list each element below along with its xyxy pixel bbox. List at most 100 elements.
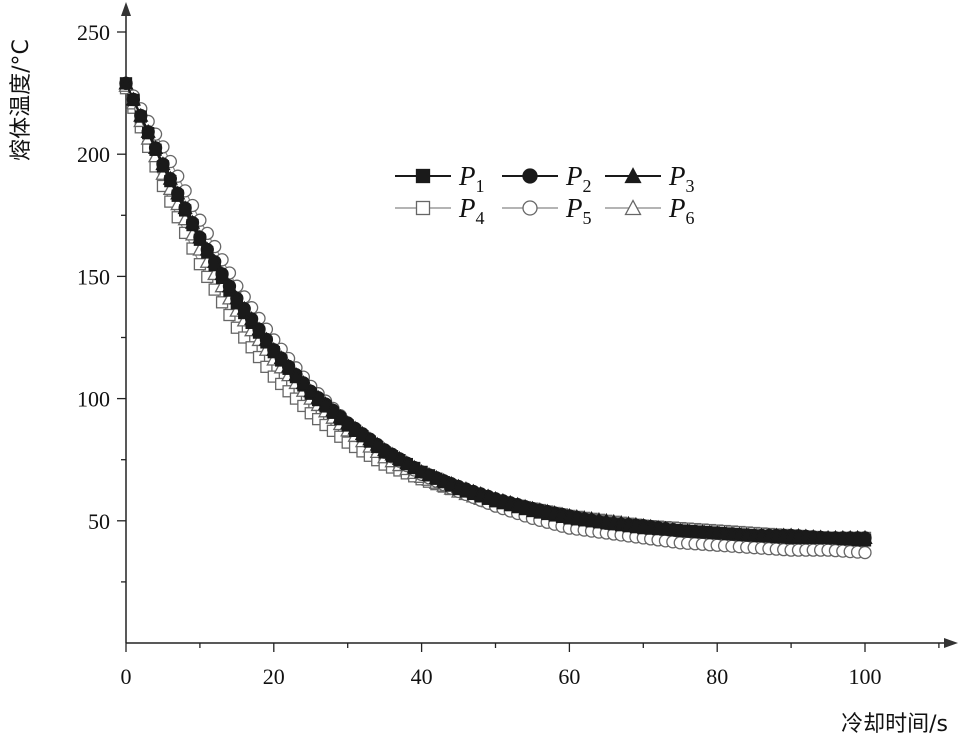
legend-label-subscript: 6 xyxy=(686,208,695,228)
data-point xyxy=(162,170,178,185)
data-point xyxy=(282,385,295,398)
data-point xyxy=(252,350,266,364)
axes xyxy=(121,2,958,648)
data-point xyxy=(147,139,164,154)
data-point xyxy=(289,392,303,405)
legend-entry-p6: P6 xyxy=(605,193,695,228)
data-point xyxy=(369,436,385,451)
y-tick-label: 50 xyxy=(88,509,110,534)
legend-entry-p2: P2 xyxy=(502,161,592,196)
data-point xyxy=(214,266,230,281)
data-point xyxy=(303,383,319,398)
legend-label-subscript: 2 xyxy=(583,176,592,196)
data-point xyxy=(133,107,149,122)
data-point xyxy=(244,311,260,326)
legend-marker xyxy=(415,168,431,184)
data-point xyxy=(288,366,304,381)
y-axis-title: 熔体温度/°C xyxy=(9,39,34,161)
data-point xyxy=(384,446,400,461)
legend-marker xyxy=(624,199,642,216)
data-point xyxy=(391,450,408,465)
data-point xyxy=(258,331,275,346)
legend-marker xyxy=(522,168,538,184)
data-point xyxy=(267,370,280,383)
data-point xyxy=(125,91,141,106)
x-tick-label: 0 xyxy=(121,664,132,689)
data-point xyxy=(421,466,437,482)
x-tick-label: 100 xyxy=(849,664,882,689)
data-point xyxy=(347,420,363,435)
data-point xyxy=(428,469,444,484)
data-point xyxy=(260,360,273,373)
series-layer xyxy=(118,75,873,560)
data-point xyxy=(317,396,334,411)
data-point xyxy=(184,214,201,229)
legend-label: P4 xyxy=(458,193,485,228)
data-point xyxy=(354,425,371,440)
legend-entry-p1: P1 xyxy=(395,161,485,196)
legend-label-main: P xyxy=(458,161,476,191)
legend-label: P5 xyxy=(565,193,592,228)
legend-label-subscript: 1 xyxy=(476,176,485,196)
data-point xyxy=(251,321,267,336)
data-point xyxy=(207,253,223,268)
data-point xyxy=(858,545,872,560)
tick-labels: 0 20 40 60 80 100 50 100 150 200 250 xyxy=(77,20,882,689)
data-point xyxy=(266,341,282,356)
data-point xyxy=(118,75,134,90)
legend-entry-p5: P5 xyxy=(502,193,592,228)
data-point xyxy=(221,278,238,293)
data-point xyxy=(245,341,258,354)
data-point xyxy=(857,530,873,545)
y-tick-label: 100 xyxy=(77,387,110,412)
data-point xyxy=(295,375,311,390)
x-tick-label: 40 xyxy=(411,664,433,689)
data-point xyxy=(170,185,186,200)
legend-label-main: P xyxy=(668,193,686,223)
data-point xyxy=(280,358,297,373)
legend-label-main: P xyxy=(458,193,476,223)
data-point xyxy=(332,408,348,423)
data-point xyxy=(199,241,215,256)
legend-marker xyxy=(522,200,538,216)
data-point xyxy=(155,156,171,171)
data-point xyxy=(236,300,252,315)
x-tick-label: 80 xyxy=(706,664,728,689)
legend-label: P1 xyxy=(458,161,485,196)
data-point xyxy=(192,229,208,244)
legend-entry-p3: P3 xyxy=(605,161,695,196)
series-p3 xyxy=(118,75,873,545)
data-point xyxy=(177,200,193,215)
data-point xyxy=(238,331,251,344)
data-point xyxy=(399,455,415,470)
legend-label-subscript: 3 xyxy=(686,176,695,196)
data-point xyxy=(297,399,310,413)
legend-label: P6 xyxy=(668,193,695,228)
data-point xyxy=(443,475,459,490)
x-axis-title: 冷却时间/s xyxy=(841,712,948,737)
legend-label-main: P xyxy=(565,161,583,191)
data-point xyxy=(230,321,244,334)
data-point xyxy=(275,377,288,391)
legend-label: P2 xyxy=(565,161,592,196)
data-point xyxy=(377,442,393,457)
data-point xyxy=(436,472,452,487)
y-tick-label: 250 xyxy=(77,20,110,45)
legend-label-main: P xyxy=(668,161,686,191)
data-point xyxy=(310,389,326,404)
x-axis-arrow xyxy=(944,638,958,648)
data-point xyxy=(325,402,341,417)
legend-label-subscript: 4 xyxy=(476,208,485,228)
x-tick-label: 20 xyxy=(263,664,285,689)
y-axis-arrow xyxy=(121,2,131,16)
legend-marker xyxy=(624,167,642,184)
y-tick-label: 150 xyxy=(77,264,110,289)
series-p6 xyxy=(118,77,873,545)
data-point xyxy=(340,415,356,430)
legend-label-subscript: 5 xyxy=(583,208,592,228)
y-tick-label: 200 xyxy=(77,142,110,167)
series-line xyxy=(125,82,866,554)
data-point xyxy=(273,350,289,365)
legend-label: P3 xyxy=(668,161,695,196)
